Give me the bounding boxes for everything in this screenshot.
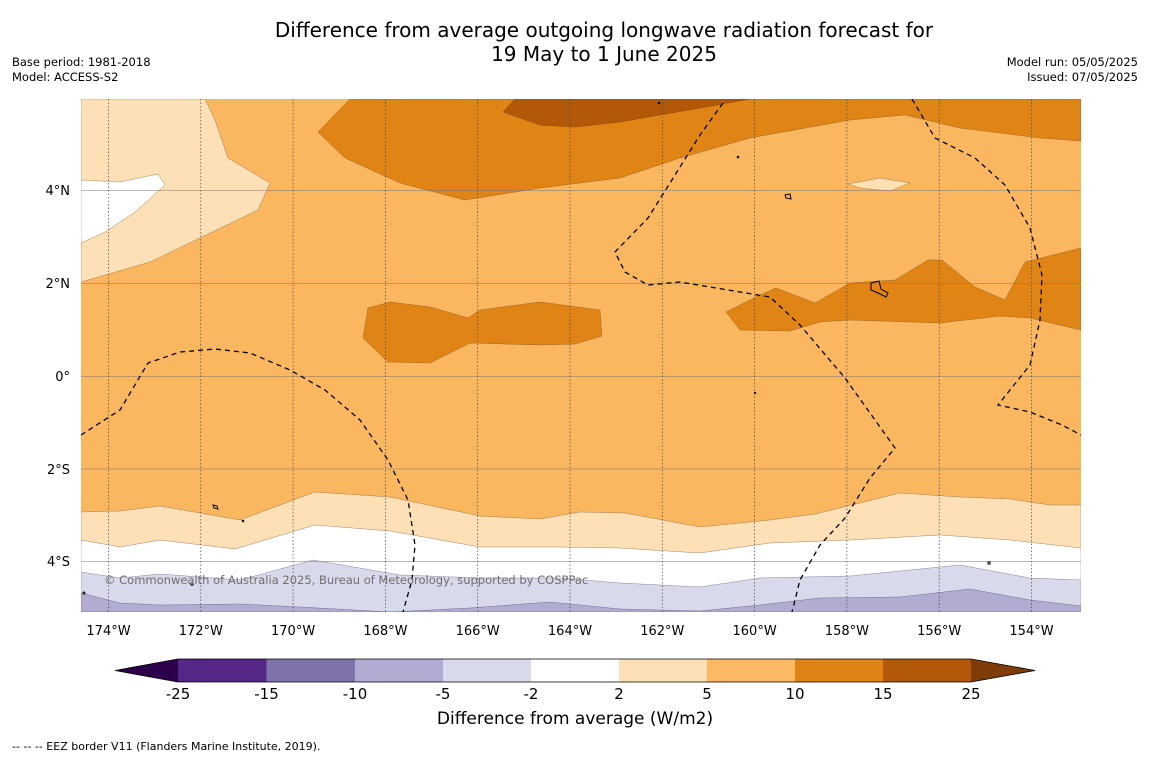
colorbar-block — [707, 659, 795, 682]
region-10-15-central — [362, 301, 603, 364]
lat-label: 0° — [55, 370, 70, 385]
meta-right: Model run: 05/05/2025 Issued: 07/05/2025 — [1007, 55, 1138, 85]
colorbar-ticks: -25 -15 -10 -5 -2 2 5 10 15 25 — [166, 685, 981, 703]
lon-label: 174°W — [86, 624, 130, 639]
colorbar-tick: -2 — [524, 685, 539, 703]
region-2-5-patch — [847, 177, 911, 192]
colorbar-blocks — [115, 659, 1035, 682]
colorbar-block — [178, 659, 267, 682]
colorbar-block — [531, 659, 619, 682]
region-10-15-east — [725, 247, 1081, 332]
map-plot-area: © Commonwealth of Australia 2025, Bureau… — [81, 99, 1081, 612]
lon-label: 172°W — [179, 624, 223, 639]
region-10-15-north — [317, 99, 1081, 201]
lat-label: 2°S — [47, 463, 70, 478]
model-run: Model run: 05/05/2025 — [1006, 55, 1138, 69]
colorbar-block — [883, 659, 971, 682]
title-line-1: Difference from average outgoing longwav… — [274, 18, 934, 42]
lat-label: 2°N — [46, 277, 71, 292]
colorbar-block — [619, 659, 707, 682]
colorbar-block — [795, 659, 883, 682]
copyright-notice: © Commonwealth of Australia 2025, Bureau… — [104, 573, 588, 587]
colorbar-extend-low — [115, 659, 178, 682]
region-neutral-nw — [81, 173, 166, 244]
colorbar-tick: 10 — [785, 685, 804, 703]
map-title: Difference from average outgoing longwav… — [0, 18, 1150, 66]
longitude-lines — [108, 99, 1032, 612]
issued-date: Issued: 07/05/2025 — [1027, 70, 1138, 84]
lat-label: 4°N — [46, 184, 71, 199]
colorbar-tick: 5 — [702, 685, 712, 703]
colorbar-tick: 15 — [873, 685, 892, 703]
colorbar-outline — [114, 658, 1036, 683]
title-line-2: 19 May to 1 June 2025 — [491, 42, 717, 66]
region-minus-10-minus-5 — [81, 588, 1081, 612]
lon-label: 156°W — [917, 624, 961, 639]
region-15-25-north — [502, 99, 751, 128]
eez-footnote: -- -- -- EEZ border V11 (Flanders Marine… — [12, 740, 321, 753]
lat-label: 4°S — [47, 555, 70, 570]
base-period: Base period: 1981-2018 — [12, 55, 151, 69]
colorbar: -25 -15 -10 -5 -2 2 5 10 15 25 — [114, 658, 1036, 703]
colorbar-block — [355, 659, 443, 682]
latitude-labels: 4°N 2°N 0° 2°S 4°S — [46, 184, 71, 570]
colorbar-tick: -10 — [343, 685, 368, 703]
lon-label: 162°W — [640, 624, 684, 639]
lon-label: 158°W — [825, 624, 869, 639]
lon-label: 166°W — [456, 624, 500, 639]
colorbar-block — [266, 659, 355, 682]
colorbar-tick: -25 — [166, 685, 191, 703]
colorbar-tick: -15 — [254, 685, 279, 703]
colorbar-extend-high — [971, 659, 1035, 682]
colorbar-tick: 25 — [961, 685, 980, 703]
model-name: Model: ACCESS-S2 — [12, 70, 119, 84]
meta-left: Base period: 1981-2018 Model: ACCESS-S2 — [12, 55, 151, 85]
islands — [82, 101, 991, 595]
lon-label: 170°W — [271, 624, 315, 639]
eez-borders — [81, 99, 1081, 612]
latitude-lines — [81, 190, 1081, 562]
lon-label: 160°W — [733, 624, 777, 639]
colorbar-label: Difference from average (W/m2) — [436, 709, 714, 729]
colorbar-tick: 2 — [614, 685, 624, 703]
colorbar-block — [443, 659, 531, 682]
lon-label: 154°W — [1009, 624, 1053, 639]
lon-label: 164°W — [548, 624, 592, 639]
colorbar-tick: -5 — [436, 685, 451, 703]
longitude-labels: 174°W 172°W 170°W 168°W 166°W 164°W 162°… — [86, 624, 1053, 639]
lon-label: 168°W — [363, 624, 407, 639]
